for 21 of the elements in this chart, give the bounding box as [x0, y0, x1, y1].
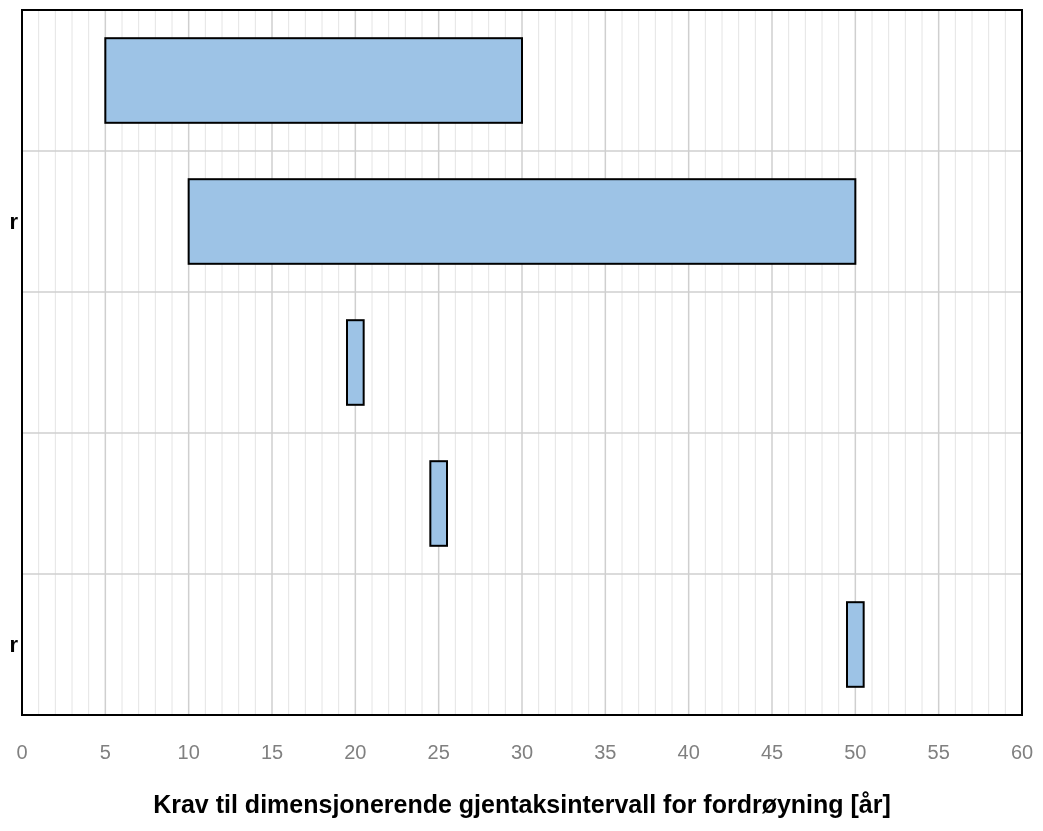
x-tick-label: 60 — [1010, 741, 1034, 763]
x-tick-label: 20 — [344, 741, 367, 763]
x-tick-label: 0 — [16, 741, 28, 763]
x-tick-label: 15 — [260, 741, 284, 763]
x-tick-label: 50 — [844, 741, 867, 763]
x-tick-label: 5 — [99, 741, 111, 763]
x-tick-label: 30 — [510, 741, 534, 763]
bar — [346, 319, 365, 406]
x-tick-label: 10 — [177, 741, 200, 763]
bar — [104, 37, 523, 124]
bar — [429, 460, 448, 547]
x-axis-title: Krav til dimensjonerende gjentaksintervall for fordrøyning [år] — [153, 790, 891, 818]
bar — [846, 601, 865, 688]
y-tick-label: r — [9, 208, 19, 234]
x-tick-label: 55 — [927, 741, 950, 763]
y-tick-label: r — [9, 631, 19, 657]
x-tick-label: 35 — [594, 741, 617, 763]
x-tick-label: 45 — [760, 741, 784, 763]
x-tick-label: 40 — [677, 741, 700, 763]
bar — [187, 178, 857, 265]
x-tick-label: 25 — [427, 741, 450, 763]
